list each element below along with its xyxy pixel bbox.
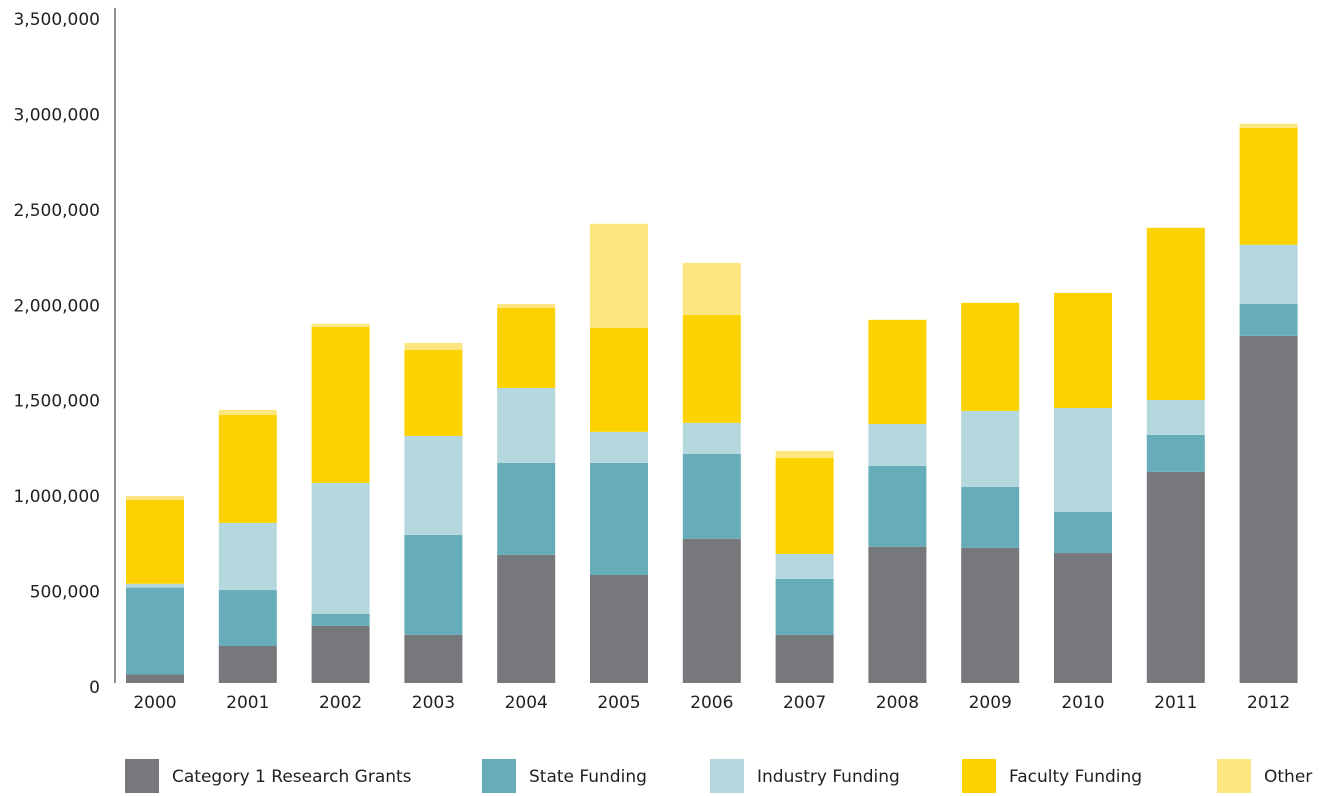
bar-segment xyxy=(775,457,834,554)
bar-segment xyxy=(590,223,648,328)
bar-segment xyxy=(218,645,277,683)
bar-segment xyxy=(1239,303,1298,336)
y-tick-label: 1,500,000 xyxy=(13,392,100,412)
bar-segment xyxy=(590,462,648,575)
bar-segment xyxy=(682,262,741,315)
legend-swatch xyxy=(125,759,159,793)
bar-segment xyxy=(1146,227,1205,400)
legend-label: Other xyxy=(1264,767,1312,787)
bar-segment xyxy=(1146,399,1205,435)
bar-segment xyxy=(126,499,184,584)
y-tick-label: 500,000 xyxy=(30,583,100,603)
bar-segment xyxy=(497,462,556,555)
bar-segment xyxy=(961,547,1020,683)
x-tick-label: 2002 xyxy=(319,693,362,713)
bar-segment xyxy=(404,435,463,535)
bar-segment xyxy=(311,482,370,614)
bar-segment xyxy=(404,342,463,350)
legend-swatch xyxy=(1217,759,1251,793)
x-tick-label: 2012 xyxy=(1247,693,1290,713)
bar-segment xyxy=(404,349,463,436)
bar-segment xyxy=(682,538,741,683)
bar-segment xyxy=(1239,335,1298,683)
bar-segment xyxy=(868,424,927,466)
y-tick-label: 2,000,000 xyxy=(13,296,100,316)
bar-segment xyxy=(1054,407,1112,512)
bar-segment xyxy=(497,307,556,388)
bar-segment xyxy=(126,587,184,675)
legend-swatch xyxy=(482,759,516,793)
bar-segment xyxy=(961,410,1020,487)
bar-segment xyxy=(775,634,834,683)
bar-segment xyxy=(868,546,927,683)
y-tick-label: 1,000,000 xyxy=(13,487,100,507)
bar-segment xyxy=(682,422,741,454)
bar-segment xyxy=(1146,434,1205,472)
bar-segment xyxy=(775,450,834,458)
x-tick-label: 2000 xyxy=(133,693,176,713)
x-tick-label: 2010 xyxy=(1061,693,1104,713)
bar-segment xyxy=(404,634,463,683)
x-tick-label: 2006 xyxy=(690,693,733,713)
bar-segment xyxy=(497,554,556,683)
bar-segment xyxy=(1239,127,1298,245)
bar-segment xyxy=(126,583,184,588)
x-tick-label: 2003 xyxy=(412,693,455,713)
bar-segment xyxy=(311,625,370,683)
legend-swatch xyxy=(710,759,744,793)
bar-segment xyxy=(1054,292,1112,408)
bar-segment xyxy=(218,590,277,646)
bar-segment xyxy=(961,302,1020,411)
bar-segment xyxy=(682,314,741,423)
bar-segment xyxy=(590,574,648,683)
x-tick-label: 2008 xyxy=(876,693,919,713)
bar-segment xyxy=(590,327,648,432)
bar-segment xyxy=(868,465,927,547)
bar-segment xyxy=(218,409,277,415)
bar-segment xyxy=(311,613,370,626)
bar-segment xyxy=(868,319,927,425)
bar-segment xyxy=(1239,123,1298,128)
bar-segment xyxy=(775,578,834,635)
bar-segment xyxy=(404,534,463,635)
bar-segment xyxy=(218,522,277,591)
bar-segment xyxy=(497,387,556,463)
legend-label: State Funding xyxy=(529,767,647,787)
x-tick-label: 2011 xyxy=(1154,693,1197,713)
bar-segment xyxy=(1054,553,1112,683)
bar-segment xyxy=(311,323,370,327)
y-tick-label: 0 xyxy=(89,678,100,698)
x-tick-label: 2005 xyxy=(597,693,640,713)
bar-segment xyxy=(682,453,741,539)
x-tick-label: 2001 xyxy=(226,693,269,713)
bar-segment xyxy=(961,486,1020,548)
bar-segment xyxy=(1146,471,1205,683)
bar-segment xyxy=(775,553,834,579)
bar-segment xyxy=(218,414,277,523)
bar-segment xyxy=(590,431,648,463)
bar-segment xyxy=(126,495,184,500)
legend-swatch xyxy=(962,759,996,793)
x-tick-label: 2007 xyxy=(783,693,826,713)
y-tick-label: 3,500,000 xyxy=(13,10,100,30)
bar-segment xyxy=(1054,511,1112,554)
bar-segment xyxy=(311,326,370,483)
bar-segment xyxy=(1239,244,1298,304)
y-tick-label: 2,500,000 xyxy=(13,201,100,221)
legend-label: Faculty Funding xyxy=(1009,767,1142,787)
x-tick-label: 2004 xyxy=(505,693,548,713)
legend-label: Category 1 Research Grants xyxy=(172,767,412,787)
legend-label: Industry Funding xyxy=(757,767,900,787)
bar-segment xyxy=(126,674,184,683)
y-tick-label: 3,000,000 xyxy=(13,105,100,125)
x-tick-label: 2009 xyxy=(969,693,1012,713)
bar-segment xyxy=(497,303,556,308)
